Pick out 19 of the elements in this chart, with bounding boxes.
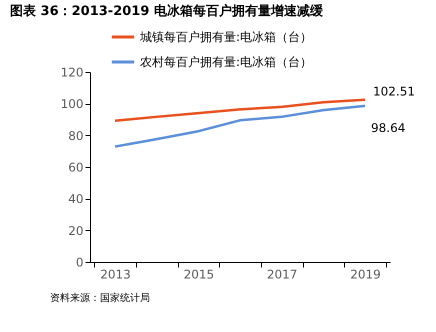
line-series xyxy=(114,98,366,122)
x-tick-label: 2017 xyxy=(266,268,298,282)
legend-label: 农村每百户拥有量:电冰箱（台） xyxy=(140,55,312,69)
legend-label: 城镇每百户拥有量:电冰箱（台） xyxy=(139,30,312,44)
y-tick-label: 0 xyxy=(76,256,84,270)
line-series xyxy=(114,104,366,148)
y-tick-label: 80 xyxy=(68,128,84,143)
y-tick-label: 120 xyxy=(60,66,84,80)
text: 资料来源：国家统计局 xyxy=(50,292,150,304)
data-label: 102.51 xyxy=(373,84,415,99)
x-tick-label: 2015 xyxy=(184,268,214,282)
data-label: 98.64 xyxy=(371,120,406,135)
y-tick-label: 100 xyxy=(60,97,84,112)
y-tick-label: 40 xyxy=(68,192,84,206)
y-tick-label: 60 xyxy=(68,160,84,174)
x-tick-label: 2013 xyxy=(100,268,131,282)
x-tick-label: 2019 xyxy=(350,268,381,282)
chart-title: 图表 36：2013-2019 电冰箱每百户拥有量增速减缓 xyxy=(10,3,324,19)
y-tick-label: 20 xyxy=(68,224,84,238)
